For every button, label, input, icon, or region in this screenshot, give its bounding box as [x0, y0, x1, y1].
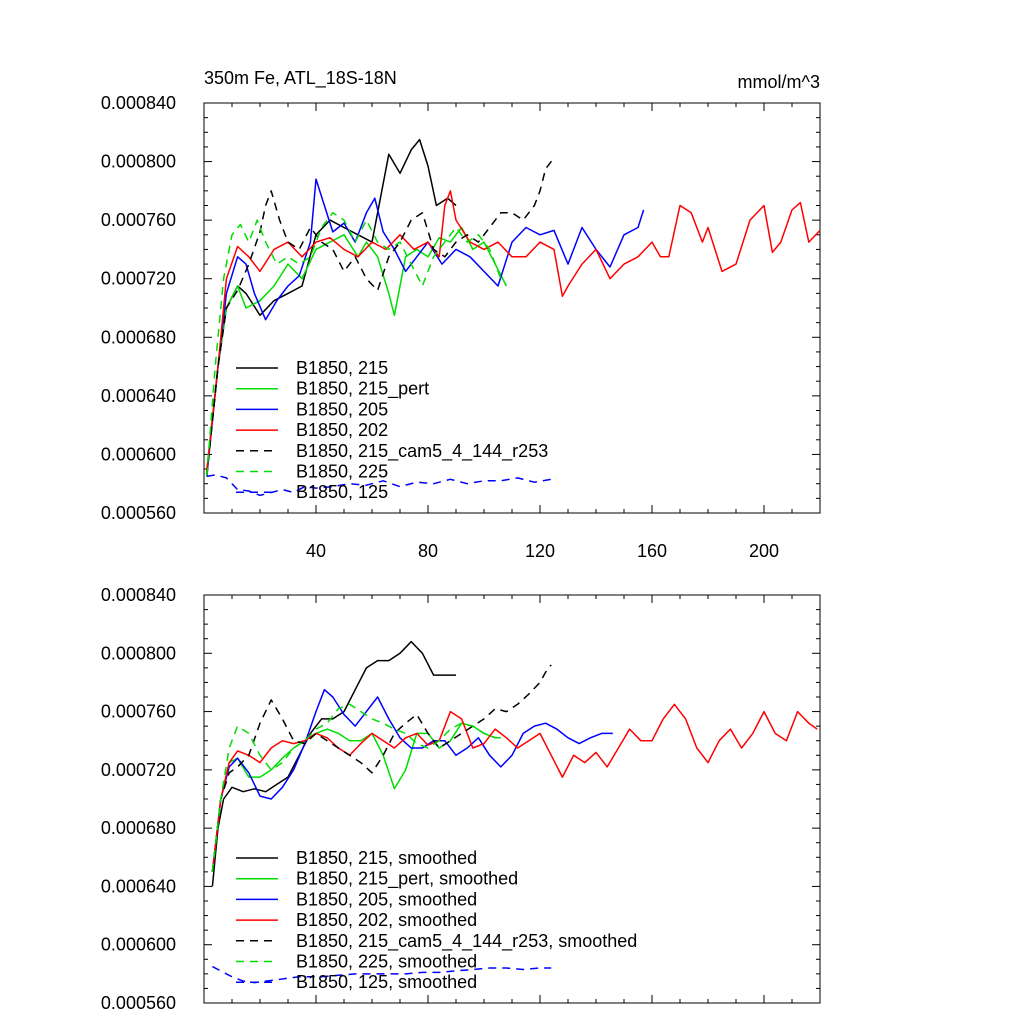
- y-tick-label: 0.000640: [101, 876, 176, 896]
- legend-label: B1850, 215, smoothed: [296, 848, 477, 868]
- y-tick-label: 0.000800: [101, 643, 176, 663]
- y-tick-label: 0.000720: [101, 269, 176, 289]
- y-tick-label: 0.000760: [101, 210, 176, 230]
- x-tick-label: 160: [637, 541, 667, 561]
- y-tick-label: 0.000680: [101, 327, 176, 347]
- top-panel: 0.000560 0.000600 0.000640 0.000680 0.000720…: [101, 93, 821, 561]
- bottom-panel: 0.000560 0.000600 0.000640 0.000680 0.000720…: [101, 585, 821, 1013]
- y-tick-label: 0.000800: [101, 152, 176, 172]
- legend-label: B1850, 125, smoothed: [296, 972, 477, 992]
- legend-label: B1850, 215_cam5_4_144_r253: [296, 441, 548, 462]
- series-line-3: [206, 190, 821, 473]
- top-chart-title: 350m Fe, ATL_18S-18N: [204, 68, 397, 89]
- series-line-3: [211, 703, 818, 872]
- series-line-1: [211, 722, 501, 872]
- series-line-0: [211, 640, 456, 887]
- series-line-5: [206, 212, 502, 477]
- legend-label: B1850, 225, smoothed: [296, 952, 477, 972]
- y-tick-label: 0.000640: [101, 386, 176, 406]
- legend-label: B1850, 225: [296, 462, 388, 482]
- series-line-2: [211, 688, 613, 872]
- legend-label: B1850, 202: [296, 420, 388, 440]
- series-line-5: [211, 703, 501, 872]
- y-tick-label: 0.000560: [101, 993, 176, 1013]
- legend-label: B1850, 215: [296, 358, 388, 378]
- legend-label: B1850, 215_pert: [296, 379, 429, 400]
- x-tick-label: 120: [525, 541, 555, 561]
- legend-label: B1850, 202, smoothed: [296, 910, 477, 930]
- y-tick-label: 0.000840: [101, 585, 176, 605]
- x-tick-label: 80: [418, 541, 438, 561]
- series-line-0: [206, 138, 457, 473]
- series-line-1: [206, 226, 508, 470]
- legend-label: B1850, 215_pert, smoothed: [296, 869, 518, 890]
- x-tick-label: 200: [749, 541, 779, 561]
- y-tick-label: 0.000760: [101, 702, 176, 722]
- series-line-4: [211, 664, 552, 872]
- y-tick-label: 0.000600: [101, 444, 176, 464]
- top-chart-units: mmol/m^3: [738, 72, 820, 92]
- y-tick-label: 0.000680: [101, 818, 176, 838]
- y-tick-label: 0.000840: [101, 93, 176, 113]
- y-tick-label: 0.000560: [101, 503, 176, 523]
- y-tick-label: 0.000720: [101, 760, 176, 780]
- legend-label: B1850, 205: [296, 399, 388, 419]
- legend-label: B1850, 205, smoothed: [296, 889, 477, 909]
- legend-label: B1850, 125: [296, 482, 388, 502]
- y-tick-label: 0.000600: [101, 935, 176, 955]
- series-line-4: [206, 157, 558, 477]
- x-tick-label: 40: [306, 541, 326, 561]
- legend-label: B1850, 215_cam5_4_144_r253, smoothed: [296, 931, 637, 952]
